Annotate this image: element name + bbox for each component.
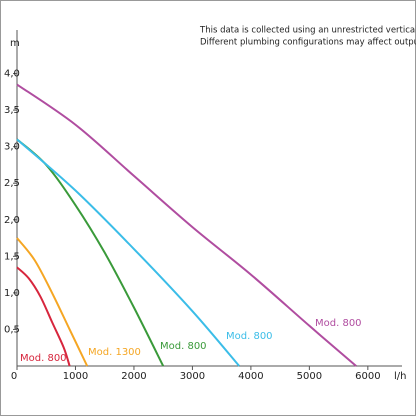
y-tick-label: 0,5 xyxy=(4,324,20,335)
series-label: Mod. 800 xyxy=(160,341,207,352)
y-tick-label: 2,5 xyxy=(4,178,20,189)
annotation: Different plumbing configurations may af… xyxy=(200,38,416,48)
series-label: Mod. 800 xyxy=(315,318,362,329)
y-tick-label: 3,5 xyxy=(4,105,20,116)
curve xyxy=(16,138,240,367)
x-tick-label: 6000 xyxy=(355,371,380,382)
y-tick-label: 3,0 xyxy=(4,142,20,153)
series-label: Mod. 800 xyxy=(226,331,273,342)
x-tick-label: 2000 xyxy=(121,371,146,382)
x-tick-label: 4000 xyxy=(238,371,263,382)
x-tick-label: 1000 xyxy=(63,371,88,382)
y-tick-label: 2,0 xyxy=(4,215,20,226)
x-tick-label: 3000 xyxy=(180,371,205,382)
annotation: This data is collected using an unrestri… xyxy=(199,26,416,36)
series-label: Mod. 800 xyxy=(20,353,67,364)
series-label: Mod. 1300 xyxy=(88,347,141,358)
curve xyxy=(16,83,357,367)
x-axis-label: l/h xyxy=(394,371,407,382)
y-tick-label: 4,0 xyxy=(4,69,20,80)
x-tick-label: 0 xyxy=(11,371,17,382)
x-tick-label: 5000 xyxy=(297,371,322,382)
y-axis-label: m xyxy=(10,38,20,49)
y-tick-label: 1,5 xyxy=(4,251,20,262)
curve xyxy=(16,266,71,367)
curve xyxy=(16,237,89,367)
y-tick-label: 1,0 xyxy=(4,288,20,299)
